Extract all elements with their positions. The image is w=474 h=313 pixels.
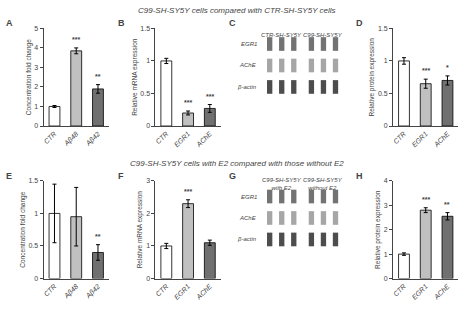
svg-text:AChE: AChE [194,130,213,149]
svg-text:1: 1 [146,242,150,249]
svg-text:AChE: AChE [432,282,451,301]
svg-text:**: ** [95,73,101,80]
svg-text:1: 1 [384,57,388,64]
svg-text:AChE: AChE [432,130,451,149]
svg-text:C99-SH-SY5Y cells compared wit: C99-SH-SY5Y cells compared with CTR-SH-S… [138,6,336,15]
svg-text:Relative protein expression: Relative protein expression [374,190,382,269]
svg-text:F: F [118,171,124,181]
svg-text:Concentration fold change: Concentration fold change [19,191,27,267]
svg-text:***: *** [422,196,430,203]
svg-text:CTR-SH-SY5Y: CTR-SH-SY5Y [261,32,302,38]
svg-text:4: 4 [384,177,388,184]
svg-text:CTR: CTR [392,130,407,145]
svg-text:***: *** [184,188,192,195]
svg-text:1: 1 [146,57,150,64]
svg-text:1.5: 1.5 [28,177,38,184]
svg-text:CTR: CTR [154,283,169,298]
svg-text:CTR: CTR [392,283,407,298]
svg-text:2: 2 [384,226,388,233]
svg-text:EGR1: EGR1 [410,283,429,302]
svg-text:EGR1: EGR1 [173,130,192,149]
svg-text:0: 0 [146,275,150,282]
svg-text:Aβ42: Aβ42 [84,283,102,301]
svg-text:B: B [118,18,125,28]
svg-text:AChE: AChE [239,62,257,68]
svg-text:3: 3 [34,64,38,71]
svg-text:H: H [356,171,363,181]
svg-text:0: 0 [384,275,388,282]
svg-text:E: E [6,171,12,181]
svg-text:3: 3 [384,202,388,209]
svg-text:C: C [229,18,236,28]
svg-text:1: 1 [34,103,38,110]
svg-text:D: D [356,18,363,28]
svg-text:0: 0 [34,122,38,129]
svg-text:***: *** [206,93,214,100]
svg-text:Aβ48: Aβ48 [62,130,80,148]
svg-text:0.5: 0.5 [28,242,38,249]
svg-text:A: A [6,18,13,28]
svg-text:C99-SH-SY5Ywithout E2: C99-SH-SY5Ywithout E2 [303,177,343,191]
svg-text:***: *** [72,36,80,43]
svg-text:β-actin: β-actin [237,236,257,242]
svg-text:EGR1: EGR1 [241,41,257,47]
svg-text:CTR: CTR [43,130,58,145]
svg-text:Relative mRNA expression: Relative mRNA expression [131,38,139,116]
svg-text:Concentration fold change: Concentration fold change [25,39,33,115]
svg-text:1.5: 1.5 [140,25,150,32]
svg-text:3: 3 [146,177,150,184]
svg-text:β-actin: β-actin [237,84,257,90]
svg-text:0.5: 0.5 [378,90,388,97]
svg-text:***: *** [184,99,192,106]
svg-text:Aβ48: Aβ48 [62,283,80,301]
svg-text:G: G [229,171,236,181]
svg-text:Relative mRNA expression: Relative mRNA expression [136,191,144,269]
svg-text:2: 2 [146,210,150,217]
svg-text:0.5: 0.5 [140,90,150,97]
svg-text:1: 1 [34,210,38,217]
svg-text:Relative protein expression: Relative protein expression [368,38,376,117]
svg-text:EGR1: EGR1 [241,194,257,200]
svg-text:EGR1: EGR1 [410,130,429,149]
svg-text:C99-SH-SY5Y cells with E2 comp: C99-SH-SY5Y cells with E2 compared with … [130,159,344,168]
svg-text:C99-SH-SY5Ywith E2: C99-SH-SY5Ywith E2 [262,177,302,191]
svg-text:AChE: AChE [239,215,257,221]
svg-text:4: 4 [34,44,38,51]
svg-text:CTR: CTR [43,283,58,298]
svg-text:**: ** [95,233,101,240]
svg-text:*: * [446,64,449,71]
svg-text:AChE: AChE [194,282,213,301]
svg-text:1.5: 1.5 [378,25,388,32]
svg-text:0: 0 [384,122,388,129]
svg-text:EGR1: EGR1 [173,283,192,302]
svg-text:CTR: CTR [154,130,169,145]
svg-text:Aβ42: Aβ42 [84,130,102,148]
svg-text:***: *** [422,67,430,74]
svg-text:C99-SH-SY5Y: C99-SH-SY5Y [303,32,343,38]
svg-text:0: 0 [34,275,38,282]
svg-text:**: ** [444,201,450,208]
svg-text:1: 1 [384,251,388,258]
svg-text:0: 0 [146,122,150,129]
svg-text:2: 2 [34,83,38,90]
svg-text:5: 5 [34,25,38,32]
